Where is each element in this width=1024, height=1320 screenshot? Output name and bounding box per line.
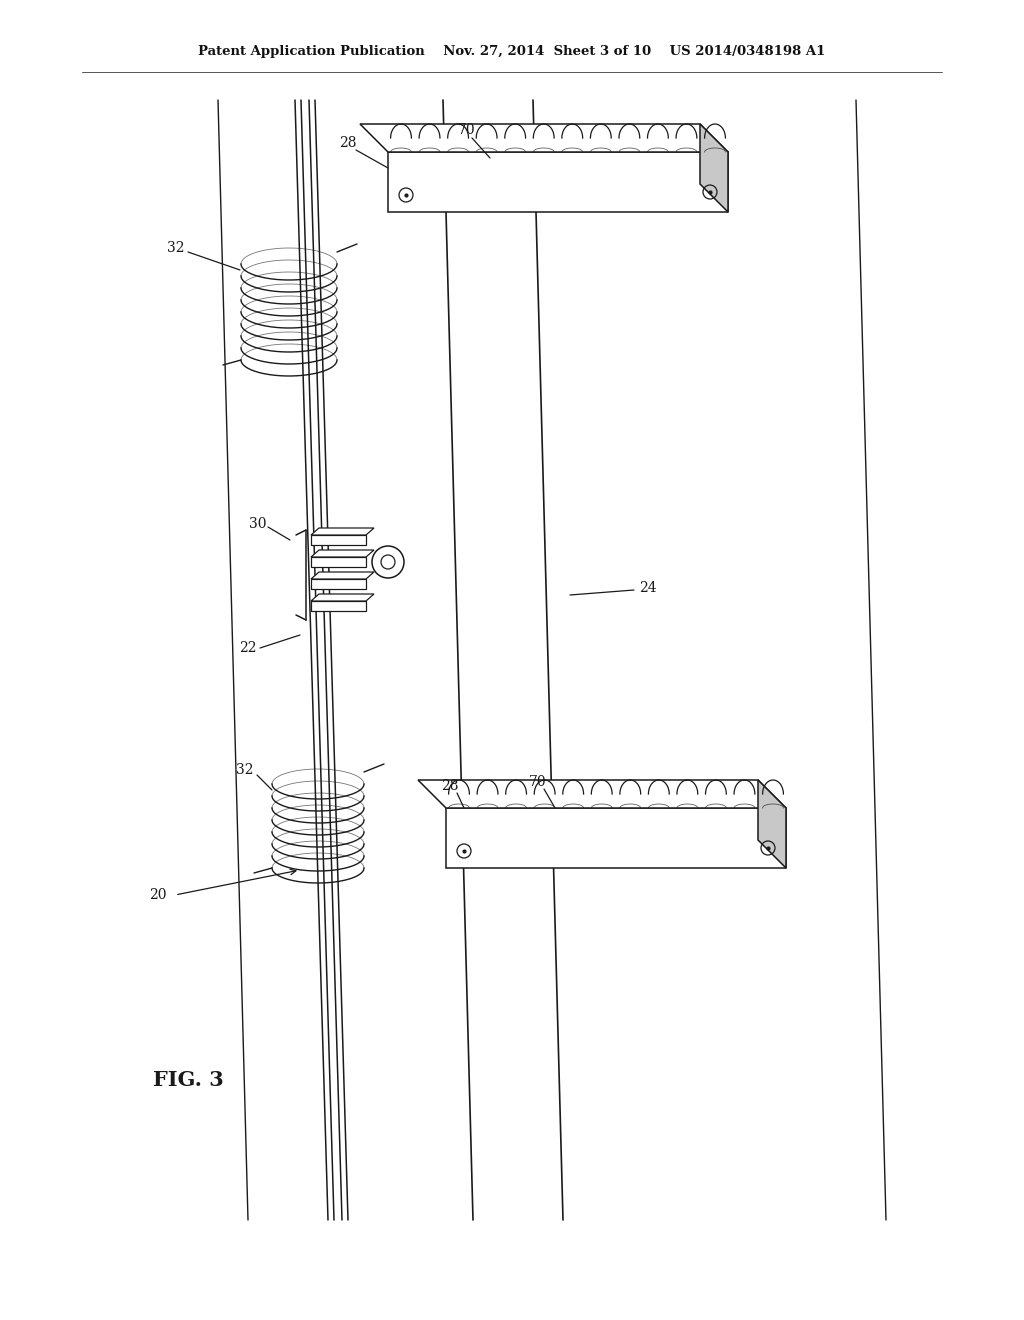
Polygon shape [311, 572, 374, 579]
Text: FIG. 3: FIG. 3 [153, 1071, 223, 1090]
Polygon shape [311, 579, 366, 589]
Text: 30: 30 [249, 517, 266, 531]
Text: 28: 28 [339, 136, 356, 150]
Polygon shape [311, 594, 374, 601]
Polygon shape [311, 535, 366, 545]
Polygon shape [700, 124, 728, 213]
Text: 70: 70 [458, 123, 476, 137]
Polygon shape [758, 780, 786, 869]
Text: Patent Application Publication    Nov. 27, 2014  Sheet 3 of 10    US 2014/034819: Patent Application Publication Nov. 27, … [199, 45, 825, 58]
Polygon shape [418, 780, 786, 808]
Polygon shape [388, 152, 728, 213]
Text: 24: 24 [639, 581, 656, 595]
Text: 20: 20 [150, 888, 167, 902]
Polygon shape [311, 550, 374, 557]
Text: 22: 22 [240, 642, 257, 655]
Text: 28: 28 [441, 779, 459, 793]
Polygon shape [446, 808, 786, 869]
Text: 32: 32 [167, 242, 184, 255]
Text: 32: 32 [237, 763, 254, 777]
Polygon shape [311, 601, 366, 611]
Text: 70: 70 [529, 775, 547, 789]
Polygon shape [311, 528, 374, 535]
Polygon shape [311, 557, 366, 568]
Polygon shape [360, 124, 728, 152]
